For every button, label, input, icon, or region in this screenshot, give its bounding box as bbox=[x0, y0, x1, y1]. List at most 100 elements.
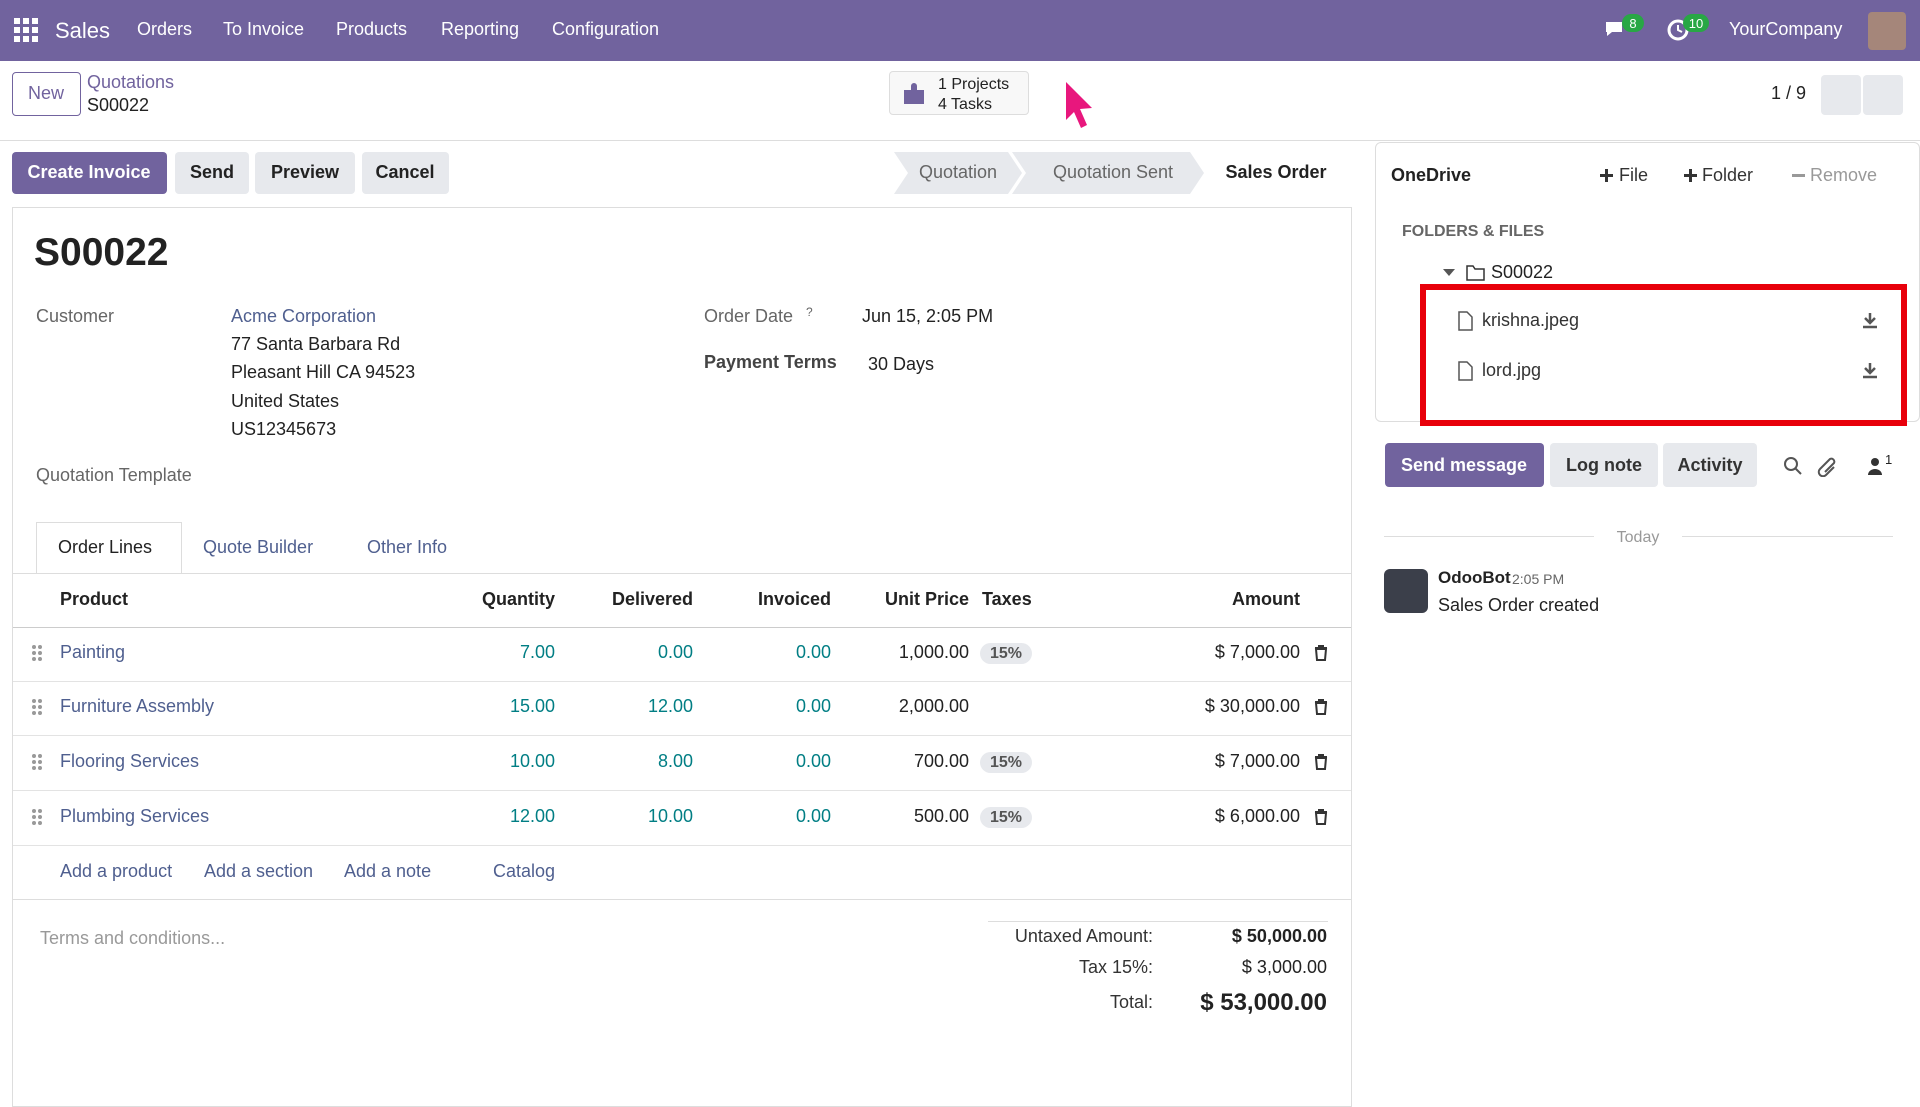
panel-button[interactable]: Folder bbox=[1702, 165, 1754, 185]
tab[interactable]: Quote Builder bbox=[203, 537, 314, 557]
send-button[interactable] bbox=[175, 152, 249, 194]
delete-icon[interactable] bbox=[1314, 754, 1328, 770]
badge-count: 8 bbox=[1629, 16, 1637, 31]
tab[interactable]: Order Lines bbox=[58, 537, 153, 557]
date-separator: Today bbox=[1616, 529, 1660, 546]
follower-count: 1 bbox=[1885, 452, 1893, 467]
divider bbox=[0, 140, 1920, 141]
file-name[interactable]: lord.jpg bbox=[1482, 360, 1542, 380]
drag-handle[interactable] bbox=[31, 698, 43, 716]
status-step[interactable] bbox=[894, 152, 1022, 194]
divider bbox=[13, 573, 1351, 574]
chatter-button-label[interactable]: Activity bbox=[1677, 455, 1743, 475]
column-header: Quantity bbox=[481, 589, 555, 609]
table-link[interactable]: Catalog bbox=[493, 861, 556, 881]
mouse-cursor bbox=[1066, 82, 1092, 128]
delete-icon[interactable] bbox=[1314, 699, 1328, 715]
breadcrumb[interactable]: Quotations bbox=[87, 72, 175, 92]
table-link[interactable]: Add a product bbox=[60, 861, 173, 881]
tab[interactable]: Other Info bbox=[367, 537, 448, 557]
navbar bbox=[0, 0, 1920, 61]
action-button-label[interactable]: Create Invoice bbox=[27, 162, 151, 182]
create-invoice-button[interactable] bbox=[12, 152, 167, 194]
cell: 12.00 bbox=[509, 806, 555, 826]
column-header: Amount bbox=[1232, 589, 1300, 609]
badge bbox=[1683, 14, 1709, 32]
status-step-active[interactable] bbox=[1194, 152, 1351, 194]
table-link[interactable]: Add a section bbox=[204, 861, 314, 881]
status-label[interactable]: Quotation bbox=[918, 162, 998, 182]
field-label: Order Date bbox=[704, 306, 794, 326]
cell: 15% bbox=[980, 752, 1033, 773]
field-label: Quotation Template bbox=[36, 465, 192, 485]
column-header: Unit Price bbox=[884, 589, 969, 609]
menu-item[interactable]: To Invoice bbox=[223, 19, 305, 39]
drag-handle[interactable] bbox=[31, 753, 43, 771]
status-label[interactable]: Sales Order bbox=[1225, 162, 1327, 182]
pager-next[interactable] bbox=[1863, 75, 1903, 115]
log-note-button[interactable] bbox=[1550, 443, 1658, 487]
total-value: $ 3,000.00 bbox=[1241, 957, 1327, 977]
cell: 500.00 bbox=[913, 806, 969, 826]
cell: 10.00 bbox=[647, 806, 693, 826]
pager-prev[interactable] bbox=[1821, 75, 1861, 115]
help-mark: ? bbox=[806, 305, 813, 319]
action-button-label[interactable]: Send bbox=[189, 162, 235, 182]
status-label[interactable]: Quotation Sent bbox=[1052, 162, 1174, 182]
drag-handle[interactable] bbox=[31, 644, 43, 662]
new-button-label[interactable]: New bbox=[27, 83, 65, 103]
menu-item[interactable]: Reporting bbox=[441, 19, 520, 39]
delete-icon[interactable] bbox=[1314, 809, 1328, 825]
menu-item[interactable]: Products bbox=[336, 19, 408, 39]
chatter-button-label[interactable]: Log note bbox=[1566, 455, 1642, 475]
table-link[interactable]: Add a note bbox=[344, 861, 432, 881]
menu-item[interactable]: Orders bbox=[137, 19, 193, 39]
cell: 15% bbox=[980, 643, 1033, 664]
delete-icon[interactable] bbox=[1314, 645, 1328, 661]
status-step[interactable] bbox=[1012, 152, 1204, 194]
chatter-button-label[interactable]: Send message bbox=[1400, 455, 1528, 475]
file-name[interactable]: krishna.jpeg bbox=[1482, 310, 1580, 330]
chatter-icons[interactable] bbox=[1782, 455, 1892, 477]
divider bbox=[1682, 536, 1893, 537]
message-time: 2:05 PM bbox=[1512, 571, 1565, 587]
panel-button[interactable]: Remove bbox=[1810, 165, 1878, 185]
cell: 0.00 bbox=[795, 751, 831, 771]
cell: Plumbing Services bbox=[60, 806, 210, 826]
address-line: 77 Santa Barbara Rd bbox=[231, 334, 401, 354]
cell: 0.00 bbox=[795, 806, 831, 826]
action-button-label[interactable]: Cancel bbox=[375, 162, 435, 182]
section-label: FOLDERS & FILES bbox=[1402, 223, 1545, 240]
activity-button[interactable] bbox=[1663, 443, 1757, 487]
customer-link[interactable]: Acme Corporation bbox=[231, 306, 377, 326]
message-author: OdooBot bbox=[1438, 568, 1511, 587]
divider bbox=[13, 899, 1351, 900]
cancel-button[interactable] bbox=[362, 152, 449, 194]
cell: 2,000.00 bbox=[898, 696, 969, 716]
address-line: United States bbox=[231, 391, 340, 411]
preview-button[interactable] bbox=[255, 152, 355, 194]
cell: 700.00 bbox=[913, 751, 969, 771]
action-button-label[interactable]: Preview bbox=[270, 162, 340, 182]
field-label: Payment Terms bbox=[704, 352, 837, 372]
avatar[interactable] bbox=[1868, 12, 1906, 50]
apps-icon[interactable] bbox=[14, 18, 38, 42]
company-name[interactable]: YourCompany bbox=[1729, 19, 1843, 39]
divider bbox=[988, 921, 1328, 922]
divider bbox=[13, 790, 1351, 791]
cell: 10.00 bbox=[509, 751, 555, 771]
tasks-label: 4 Tasks bbox=[938, 96, 992, 113]
notes-placeholder: Terms and conditions... bbox=[40, 928, 226, 948]
send-message-button[interactable] bbox=[1385, 443, 1544, 487]
panel-button[interactable]: File bbox=[1619, 165, 1649, 185]
drag-handle[interactable] bbox=[31, 808, 43, 826]
folder-name: S00022 bbox=[1491, 262, 1554, 282]
cell: $ 30,000.00 bbox=[1204, 696, 1300, 716]
app-name[interactable]: Sales bbox=[55, 18, 111, 43]
menu-item[interactable]: Configuration bbox=[552, 19, 660, 39]
badge-count: 10 bbox=[1688, 16, 1704, 31]
messages-icon[interactable] bbox=[1604, 18, 1630, 42]
pager: 1 / 9 bbox=[1770, 83, 1806, 103]
new-button[interactable] bbox=[12, 72, 81, 116]
folder-icon[interactable] bbox=[1441, 263, 1486, 283]
